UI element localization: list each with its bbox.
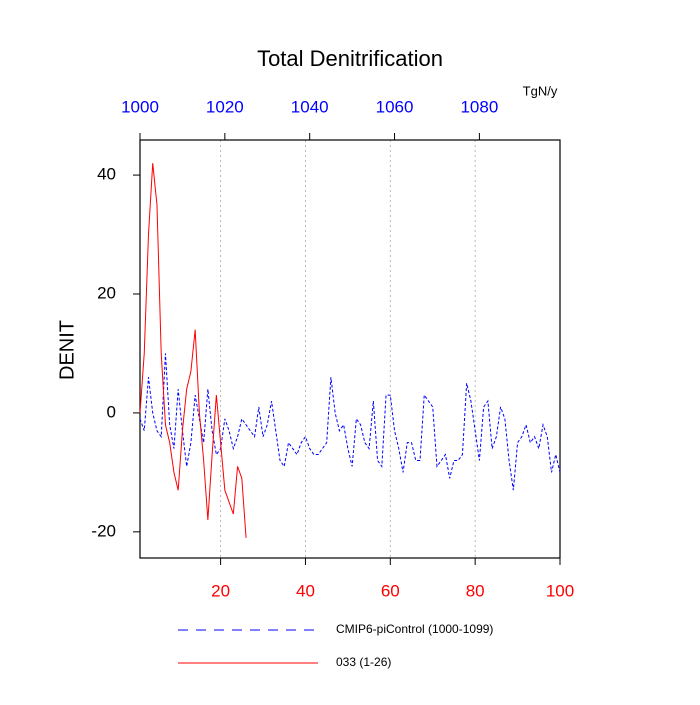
y-tick-label: -20 — [91, 521, 116, 540]
x2-tick-label: 1020 — [206, 97, 244, 116]
x2-tick-label: 1060 — [376, 97, 414, 116]
x2-tick-label: 1040 — [291, 97, 329, 116]
legend-label: 033 (1-26) — [336, 655, 391, 669]
plot-frame — [139, 139, 561, 559]
y-tick-label: 40 — [97, 165, 116, 184]
series-line — [139, 353, 561, 491]
units-label: TgN/y — [523, 83, 558, 98]
legend-label: CMIP6-piControl (1000-1099) — [336, 622, 493, 636]
x2-tick-label: 1080 — [460, 97, 498, 116]
series-line — [139, 163, 247, 538]
y-axis-label: DENIT — [56, 320, 78, 380]
x-tick-label: 80 — [466, 581, 485, 600]
x2-tick-label: 1000 — [121, 97, 159, 116]
chart-title: Total Denitrification — [257, 46, 443, 71]
y-tick-label: 0 — [107, 402, 116, 421]
x-tick-label: 40 — [296, 581, 315, 600]
x-tick-label: 20 — [211, 581, 230, 600]
x-tick-label: 60 — [381, 581, 400, 600]
x-tick-label: 100 — [546, 581, 574, 600]
y-tick-label: 20 — [97, 283, 116, 302]
